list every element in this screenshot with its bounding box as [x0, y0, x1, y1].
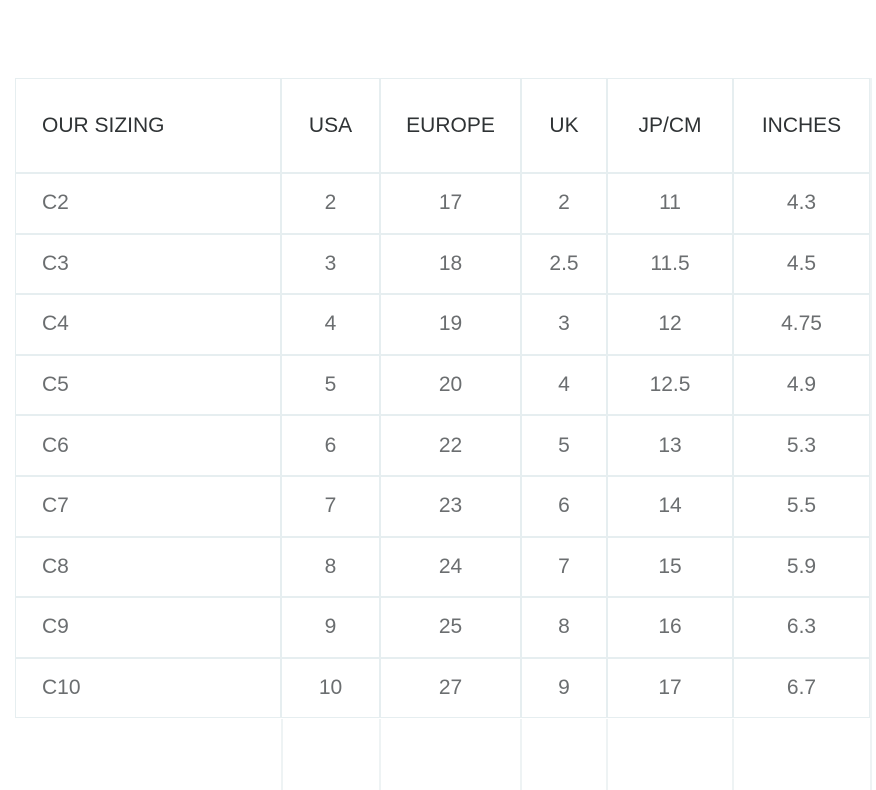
- table-cell: C10: [15, 657, 281, 719]
- table-cell: 14: [607, 476, 733, 537]
- table-cell: 17: [380, 173, 521, 234]
- table-cell: 5: [281, 354, 380, 416]
- table-cell: C7: [15, 476, 281, 537]
- header-cell: JP/CM: [607, 78, 733, 173]
- table-cell: 23: [380, 476, 521, 537]
- table-cell: 15: [607, 536, 733, 598]
- table-cell: C8: [15, 536, 281, 598]
- table-cell: 2.5: [521, 233, 607, 295]
- table-cell: 5.5: [733, 476, 870, 537]
- table-cell: C4: [15, 294, 281, 355]
- table-cell: C6: [15, 415, 281, 476]
- table-cell: 16: [607, 597, 733, 658]
- table-cell: 12.5: [607, 354, 733, 416]
- table-cell: 11: [607, 173, 733, 234]
- table-cell: 2: [281, 173, 380, 234]
- table-cell: 17: [607, 657, 733, 719]
- table-cell: 10: [281, 657, 380, 719]
- table-cell: 8: [281, 536, 380, 598]
- divider: [606, 719, 608, 790]
- divider: [870, 78, 872, 790]
- table-cell: 6.3: [733, 597, 870, 658]
- header-cell: USA: [281, 78, 380, 173]
- table-cell: 4: [281, 294, 380, 355]
- table-cell: 20: [380, 354, 521, 416]
- table-cell: 24: [380, 536, 521, 598]
- table-cell: C2: [15, 173, 281, 234]
- header-cell: OUR SIZING: [15, 78, 281, 173]
- header-cell: EUROPE: [380, 78, 521, 173]
- table-cell: 22: [380, 415, 521, 476]
- table-cell: 7: [521, 536, 607, 598]
- table-cell: C3: [15, 233, 281, 295]
- table-cell: 6: [281, 415, 380, 476]
- table-cell: 25: [380, 597, 521, 658]
- table-cell: 9: [281, 597, 380, 658]
- table-cell: 19: [380, 294, 521, 355]
- table-cell: 13: [607, 415, 733, 476]
- table-cell: 3: [281, 233, 380, 295]
- table-cell: 6.7: [733, 657, 870, 719]
- divider: [281, 719, 283, 790]
- table-cell: 5: [521, 415, 607, 476]
- divider: [732, 719, 734, 790]
- table-cell: 4: [521, 354, 607, 416]
- table-cell: 4.75: [733, 294, 870, 355]
- divider: [520, 719, 522, 790]
- table-cell: 6: [521, 476, 607, 537]
- header-cell: INCHES: [733, 78, 870, 173]
- table-cell: 5.9: [733, 536, 870, 598]
- table-cell: 8: [521, 597, 607, 658]
- table-cell: C5: [15, 354, 281, 416]
- table-cell: 11.5: [607, 233, 733, 295]
- table-cell: 4.3: [733, 173, 870, 234]
- table-cell: 5.3: [733, 415, 870, 476]
- table-cell: 12: [607, 294, 733, 355]
- table-cell: 3: [521, 294, 607, 355]
- table-cell: 4.5: [733, 233, 870, 295]
- divider: [379, 719, 381, 790]
- table-cell: 2: [521, 173, 607, 234]
- table-cell: C9: [15, 597, 281, 658]
- table-cell: 18: [380, 233, 521, 295]
- header-cell: UK: [521, 78, 607, 173]
- table-cell: 4.9: [733, 354, 870, 416]
- table-cell: 9: [521, 657, 607, 719]
- table-cell: 27: [380, 657, 521, 719]
- table-cell: 7: [281, 476, 380, 537]
